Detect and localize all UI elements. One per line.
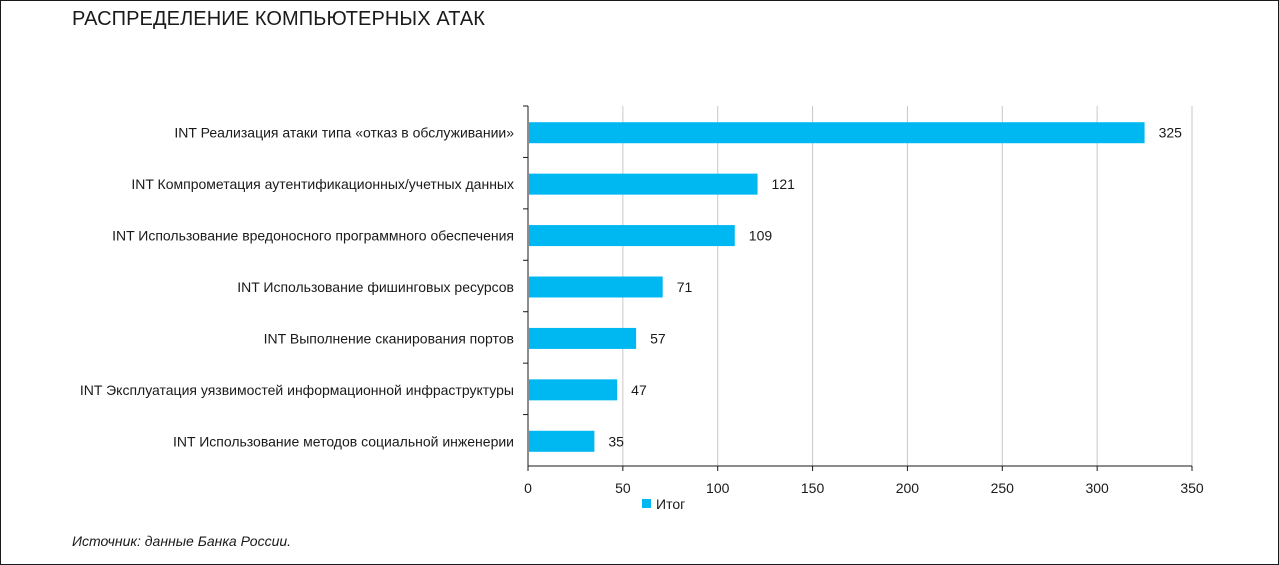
category-label: INT Использование методов социальной инж… xyxy=(173,433,514,449)
data-label: 109 xyxy=(749,228,773,244)
category-label: INT Использование вредоносного программн… xyxy=(112,228,514,244)
legend-label: Итог xyxy=(656,496,685,512)
source-note: Источник: данные Банка России. xyxy=(72,533,292,549)
category-label: INT Реализация атаки типа «отказ в обслу… xyxy=(174,125,514,141)
data-label: 325 xyxy=(1159,125,1183,141)
legend-swatch xyxy=(642,499,651,508)
x-tick-label: 150 xyxy=(801,480,825,496)
x-tick-label: 200 xyxy=(896,480,920,496)
bar xyxy=(529,430,595,452)
data-label: 57 xyxy=(650,330,666,346)
data-label: 35 xyxy=(608,433,624,449)
bar xyxy=(529,122,1145,144)
category-label: INT Использование фишинговых ресурсов xyxy=(237,279,514,295)
x-tick-label: 350 xyxy=(1180,480,1204,496)
bar xyxy=(529,276,663,298)
chart-title: РАСПРЕДЕЛЕНИЕ КОМПЬЮТЕРНЫХ АТАК xyxy=(72,8,486,30)
bar xyxy=(529,173,758,195)
category-label: INT Эксплуатация уязвимостей информацион… xyxy=(80,382,514,398)
data-label: 71 xyxy=(677,279,693,295)
x-tick-label: 0 xyxy=(524,480,532,496)
bar xyxy=(529,225,735,247)
x-tick-label: 100 xyxy=(706,480,730,496)
x-tick-label: 250 xyxy=(991,480,1015,496)
category-label: INT Выполнение сканирования портов xyxy=(264,330,514,346)
x-tick-label: 50 xyxy=(615,480,631,496)
category-label: INT Компрометация аутентификационных/уче… xyxy=(131,176,514,192)
bar xyxy=(529,327,637,349)
bar xyxy=(529,379,618,401)
data-label: 121 xyxy=(772,176,796,192)
data-label: 47 xyxy=(631,382,647,398)
x-tick-label: 300 xyxy=(1085,480,1109,496)
